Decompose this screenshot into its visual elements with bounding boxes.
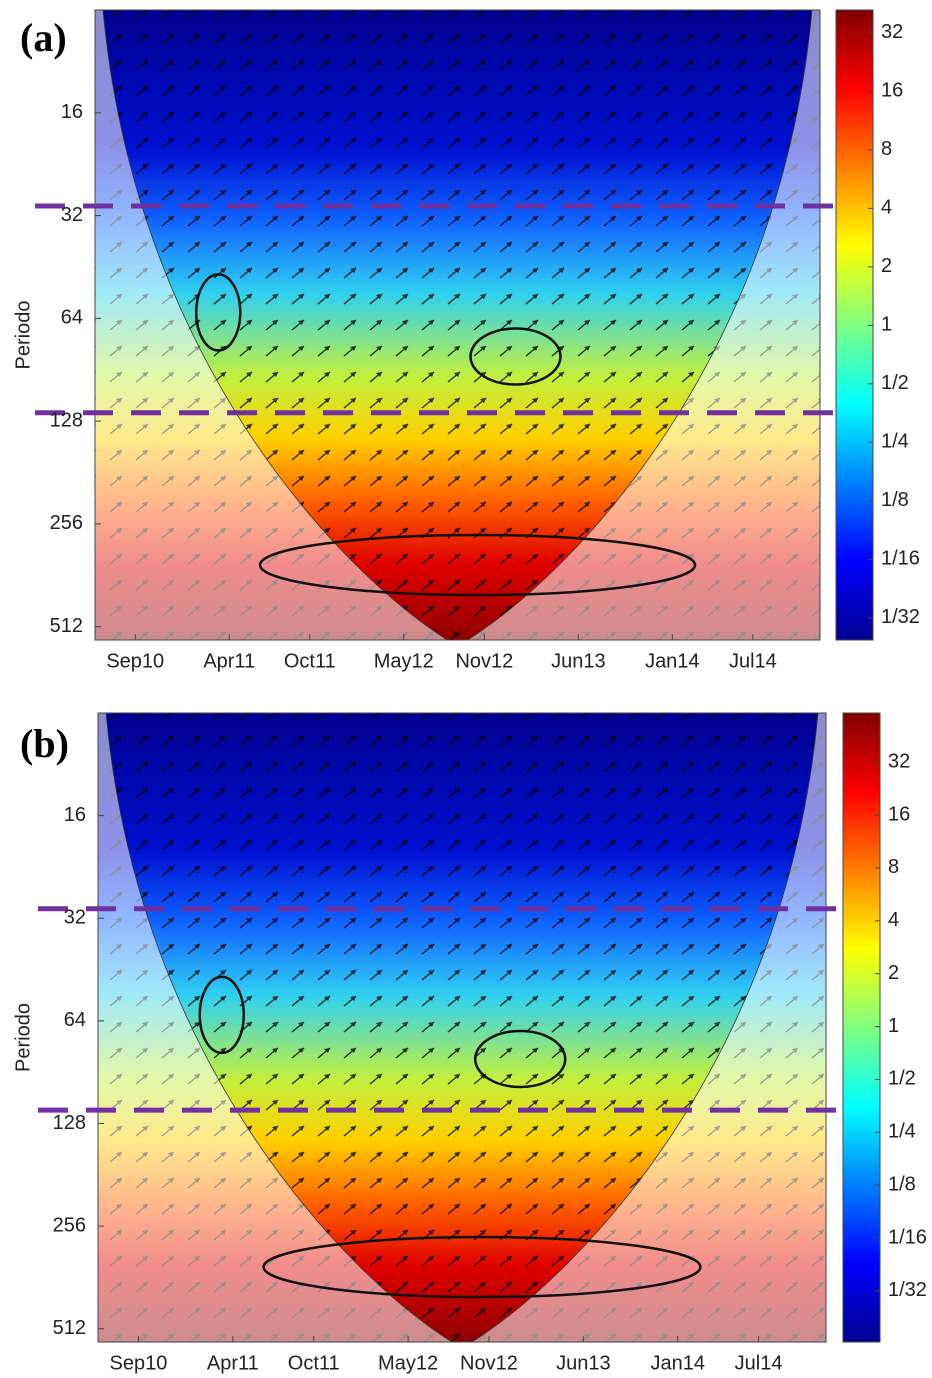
y-tick-label: 256 [50,512,83,534]
colorbar-tick-label: 1/8 [881,489,909,511]
significance-contour [473,1029,567,1089]
panel-label: (a) [20,15,67,60]
x-tick-label: Jul14 [729,650,777,672]
x-tick-label: Apr11 [207,1352,259,1374]
colorbar-tick-label: 2 [881,255,892,277]
colorbar-tick-label: 1/8 [888,1173,916,1195]
colorbar-tick-label: 1/32 [888,1279,927,1301]
x-tick-label: May12 [374,650,434,672]
y-tick-label: 128 [53,1112,86,1134]
colorbar-tick-label: 32 [888,750,910,772]
y-tick-label: 64 [61,307,83,329]
y-tick-label: 256 [53,1214,86,1236]
y-tick-label: 64 [64,1009,86,1031]
colorbar-tick-label: 1 [888,1015,899,1037]
y-tick-label: 16 [64,804,86,826]
x-tick-label: May12 [378,1352,438,1374]
panel-label: (b) [20,721,69,766]
colorbar-tick-label: 1/16 [888,1226,927,1248]
x-tick-label: Sep10 [106,650,164,672]
colorbar [835,9,874,641]
colorbar-tick-label: 1/4 [881,431,909,453]
colorbar-tick-label: 1 [881,314,892,336]
significance-contour [258,533,697,597]
x-tick-label: Nov12 [455,650,513,672]
x-tick-label: Apr11 [203,650,255,672]
x-tick-label: Jan14 [645,650,700,672]
x-tick-label: Jun13 [556,1352,611,1374]
colorbar-tick-label: 4 [881,197,892,219]
colorbar-tick-label: 32 [881,21,903,43]
y-tick-label: 512 [50,615,83,637]
x-tick-label: Jul14 [735,1352,783,1374]
y-tick-label: 512 [53,1317,86,1339]
y-tick-label: 32 [61,204,83,226]
x-tick-label: Oct11 [284,650,336,672]
y-axis-label: Periodo [12,301,34,370]
y-tick-label: 32 [64,907,86,929]
colorbar-tick-label: 8 [888,856,899,878]
y-tick-label: 16 [61,101,83,123]
colorbar-tick-label: 4 [888,909,899,931]
colorbar-tick-label: 8 [881,138,892,160]
x-tick-label: Sep10 [110,1352,168,1374]
significance-contour [198,975,246,1055]
y-axis-label: Periodo [12,1003,34,1072]
colorbar-tick-label: 16 [888,803,910,825]
colorbar-tick-label: 1/16 [881,548,920,570]
significance-contour [469,327,562,386]
y-tick-label: 128 [50,409,83,431]
colorbar-tick-label: 1/4 [888,1121,916,1143]
colorbar [842,712,881,1343]
colorbar-tick-label: 1/32 [881,606,920,628]
plot-frame [97,712,827,1343]
x-tick-label: Jun13 [551,650,606,672]
colorbar-tick-label: 16 [881,80,903,102]
x-tick-label: Jan14 [650,1352,705,1374]
colorbar-tick-label: 1/2 [881,372,909,394]
plot-frame [94,9,821,641]
colorbar-tick-label: 1/2 [888,1068,916,1090]
x-tick-label: Nov12 [460,1352,518,1374]
significance-contour [262,1235,702,1299]
significance-contour [195,273,242,352]
colorbar-tick-label: 2 [888,962,899,984]
x-tick-label: Oct11 [288,1352,340,1374]
